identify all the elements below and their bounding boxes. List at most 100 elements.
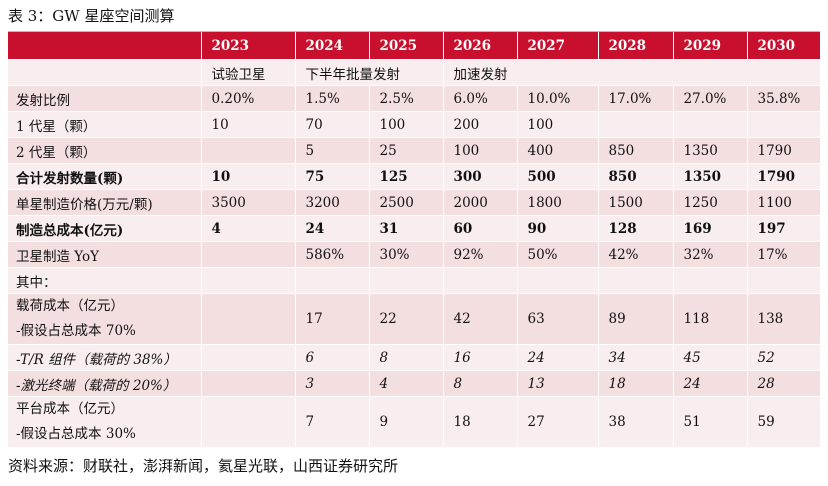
table-cell: 52	[747, 344, 820, 371]
table-cell: 32%	[673, 241, 748, 268]
constellation-cost-table: 2023 2024 2025 2026 2027 2028 2029 2030 …	[8, 32, 820, 448]
table-cell: 10	[201, 111, 296, 138]
table-row: 1 代星（颗） 10 70 100 200 100	[8, 111, 820, 138]
table-cell: 169	[673, 215, 748, 242]
row-label: -T/R 组件（载荷的 38%）	[8, 344, 202, 371]
table-cell: 24	[295, 215, 370, 242]
table-cell	[673, 267, 748, 294]
table-cell: 18	[443, 396, 518, 448]
table-cell	[201, 293, 296, 345]
table-cell: 10	[201, 163, 296, 190]
row-label: -激光终端（载荷的 20%）	[8, 370, 202, 397]
table-cell	[747, 267, 820, 294]
row-label-note: -假设占总成本 30%	[16, 426, 136, 442]
table-cell	[598, 267, 674, 294]
table-cell: 17	[295, 293, 370, 345]
table-cell: 38	[598, 396, 674, 448]
phase-cell: 下半年批量发射	[295, 59, 444, 86]
table-caption: 表 3：GW 星座空间测算	[8, 7, 175, 25]
table-cell: 300	[443, 163, 518, 190]
header-cell: 2029	[673, 32, 748, 60]
table-cell	[598, 111, 674, 138]
header-cell: 2025	[369, 32, 444, 60]
header-cell: 2023	[201, 32, 296, 60]
table-cell: 2000	[443, 189, 518, 216]
table-cell: 586%	[295, 241, 370, 268]
table-cell: 34	[598, 344, 674, 371]
table-cell: 13	[517, 370, 599, 397]
table-row: 合计发射数量(颗) 10 75 125 300 500 850 1350 1790	[8, 163, 820, 190]
header-cell: 2024	[295, 32, 370, 60]
table-cell: 42%	[598, 241, 674, 268]
table-cell: 400	[517, 137, 599, 164]
table-cell	[201, 370, 296, 397]
table-cell: 51	[673, 396, 748, 448]
table-cell: 22	[369, 293, 444, 345]
header-cell: 2028	[598, 32, 674, 60]
table-cell: 59	[747, 396, 820, 448]
table-cell: 1.5%	[295, 85, 370, 112]
table-cell	[673, 111, 748, 138]
table-cell	[443, 267, 518, 294]
table-cell: 1350	[673, 137, 748, 164]
table-cell: 3	[295, 370, 370, 397]
table-cell: 100	[517, 111, 599, 138]
table-cell: 42	[443, 293, 518, 345]
table-row: 卫星制造 YoY 586% 30% 92% 50% 42% 32% 17%	[8, 241, 820, 268]
table-cell: 10.0%	[517, 85, 599, 112]
table-row: 2 代星（颗） 5 25 100 400 850 1350 1790	[8, 137, 820, 164]
table-cell: 850	[598, 163, 674, 190]
header-cell: 2030	[747, 32, 820, 60]
table-cell: 31	[369, 215, 444, 242]
table-cell	[201, 344, 296, 371]
table-cell: 1250	[673, 189, 748, 216]
table-cell: 7	[295, 396, 370, 448]
table-row: 发射比例 0.20% 1.5% 2.5% 6.0% 10.0% 17.0% 27.0% 35.8…	[8, 85, 820, 112]
table-cell: 100	[443, 137, 518, 164]
table-cell: 6.0%	[443, 85, 518, 112]
table-cell: 50%	[517, 241, 599, 268]
row-label: 2 代星（颗）	[8, 137, 202, 164]
header-cell	[8, 32, 202, 60]
table-row: -激光终端（载荷的 20%） 3 4 8 13 18 24 28	[8, 370, 820, 397]
phase-cell	[8, 59, 202, 86]
row-label: 载荷成本（亿元） -假设占总成本 70%	[8, 293, 202, 345]
table-row: 平台成本（亿元） -假设占总成本 30% 7 9 18 27 38 51 59	[8, 396, 820, 448]
table-cell: 3200	[295, 189, 370, 216]
table-cell: 2500	[369, 189, 444, 216]
table-cell: 92%	[443, 241, 518, 268]
table-cell: 1350	[673, 163, 748, 190]
table-cell: 4	[201, 215, 296, 242]
table-cell: 89	[598, 293, 674, 345]
table-cell	[517, 267, 599, 294]
table-cell: 2.5%	[369, 85, 444, 112]
table-cell: 9	[369, 396, 444, 448]
table-cell: 24	[517, 344, 599, 371]
row-label-note: -假设占总成本 70%	[16, 323, 136, 339]
row-label: 单星制造价格(万元/颗)	[8, 189, 202, 216]
table-cell: 1790	[747, 137, 820, 164]
table-row: -T/R 组件（载荷的 38%） 6 8 16 24 34 45 52	[8, 344, 820, 371]
header-cell: 2027	[517, 32, 599, 60]
table-cell: 17%	[747, 241, 820, 268]
table-cell: 128	[598, 215, 674, 242]
phase-row: 试验卫星 下半年批量发射 加速发射	[8, 59, 820, 86]
table-cell: 75	[295, 163, 370, 190]
table-row: 载荷成本（亿元） -假设占总成本 70% 17 22 42 63 89 118 138	[8, 293, 820, 345]
table-cell	[201, 137, 296, 164]
table-cell	[369, 267, 444, 294]
phase-cell: 加速发射	[443, 59, 820, 86]
table-cell: 3500	[201, 189, 296, 216]
row-label-line: 平台成本（亿元）	[16, 401, 124, 417]
source-note: 资料来源：财联社，澎湃新闻，氦星光联，山西证券研究所	[8, 457, 399, 475]
row-label: 其中：	[8, 267, 202, 294]
table-cell: 118	[673, 293, 748, 345]
table-cell: 200	[443, 111, 518, 138]
table-cell: 8	[369, 344, 444, 371]
table-cell: 25	[369, 137, 444, 164]
table-cell: 27.0%	[673, 85, 748, 112]
table-cell: 90	[517, 215, 599, 242]
table-cell: 125	[369, 163, 444, 190]
row-label: 卫星制造 YoY	[8, 241, 202, 268]
table-cell: 850	[598, 137, 674, 164]
